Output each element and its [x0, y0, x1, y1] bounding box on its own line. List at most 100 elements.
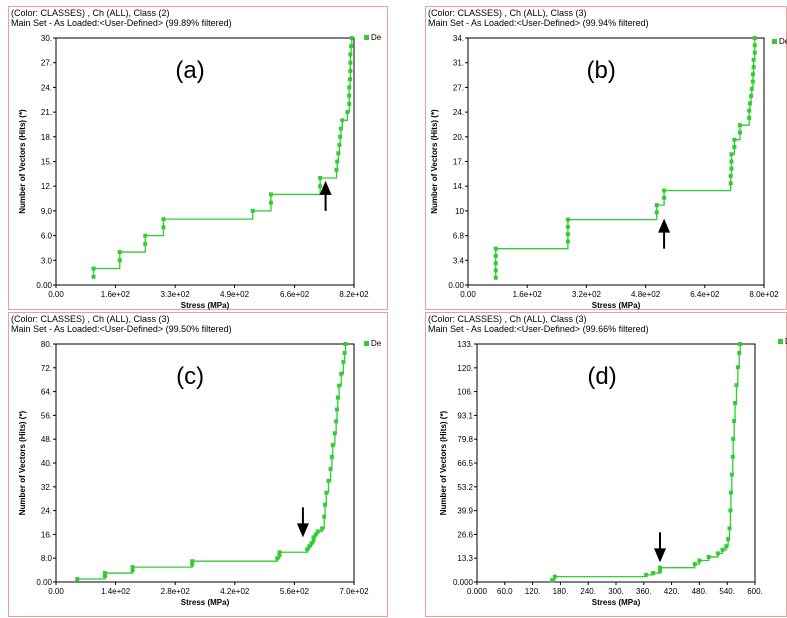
data-point [161, 217, 166, 222]
data-point [752, 43, 757, 48]
data-point [565, 239, 570, 244]
y-tick-label: 93.1 [457, 411, 473, 420]
data-point [307, 544, 312, 549]
data-point [347, 85, 352, 90]
data-point [348, 52, 353, 57]
data-point [493, 268, 498, 273]
data-point [706, 554, 711, 559]
y-tick-label: 133. [457, 340, 473, 349]
y-tick-label: 64. [41, 388, 52, 397]
y-tick-label: 34. [453, 34, 464, 43]
y-tick-label: 24. [41, 507, 52, 516]
chart-panel-b: (Color: CLASSES) , Ch (ALL), Class (3) M… [425, 6, 787, 310]
y-axis-label: Number of Vectors (Hits) (*) [18, 109, 27, 214]
legend-label: De [779, 37, 787, 46]
data-point [726, 537, 731, 542]
series-line [92, 38, 353, 277]
data-point [130, 568, 135, 573]
x-axis-label: Stress (MPa) [181, 301, 230, 310]
panel-label: (c) [176, 363, 204, 390]
data-point [565, 224, 570, 229]
data-point [747, 101, 752, 106]
data-point [335, 395, 340, 400]
y-tick-label: 27. [41, 59, 52, 68]
data-point [190, 559, 195, 564]
y-tick-label: 10 [455, 207, 464, 216]
data-point [493, 261, 498, 266]
data-point [326, 478, 331, 483]
data-point [550, 578, 555, 583]
data-point [343, 342, 348, 346]
x-tick-label: 3.2e+02 [572, 290, 602, 299]
data-point [75, 577, 80, 582]
data-point [732, 418, 737, 423]
x-tick-label: 240. [580, 587, 596, 596]
x-tick-label: 360. [636, 587, 652, 596]
data-point [727, 526, 732, 531]
panel-label: (d) [587, 363, 616, 390]
panel-header-line1: (Color: CLASSES) , Ch (ALL), Class (2) [11, 8, 170, 18]
data-point [345, 110, 350, 115]
data-point [662, 195, 667, 200]
arrow-down-icon [296, 507, 309, 538]
x-tick-label: 300. [608, 587, 624, 596]
data-point [565, 217, 570, 222]
data-point [733, 401, 738, 406]
data-point [337, 143, 342, 148]
data-point [738, 342, 743, 346]
panel-header-line1: (Color: CLASSES) , Ch (ALL), Class (3) [428, 8, 587, 18]
data-point [91, 274, 96, 279]
y-tick-label: 72. [41, 364, 52, 373]
data-point [349, 44, 354, 49]
data-point [747, 115, 752, 120]
chart-panel-a: (Color: CLASSES) , Ch (ALL), Class (2) M… [8, 6, 388, 310]
x-tick-label: 4.9e+02 [220, 290, 250, 299]
arrow-head [654, 548, 667, 563]
data-point [318, 184, 323, 189]
data-point [334, 167, 339, 172]
panel-header-line2: Main Set - As Loaded:<User-Defined> (99.… [428, 324, 649, 334]
x-tick-label: 4.8e+02 [631, 290, 661, 299]
plot-area [467, 37, 765, 286]
x-tick-label: 0.00 [48, 290, 64, 299]
legend-label: De [371, 33, 382, 42]
y-tick-label: 0.00 [448, 281, 464, 290]
plot-area [55, 37, 355, 286]
y-tick-label: 6.8 [453, 232, 465, 241]
data-point [731, 436, 736, 441]
arrow-head [319, 180, 332, 195]
data-point [318, 175, 323, 180]
data-point [750, 72, 755, 77]
x-tick-label: 420. [664, 587, 680, 596]
data-point [654, 210, 659, 215]
data-point [752, 36, 757, 40]
y-tick-label: 24. [41, 83, 52, 92]
data-point [493, 275, 498, 280]
x-tick-label: 3.3e+02 [161, 290, 191, 299]
data-point [734, 383, 739, 388]
data-point [334, 407, 339, 412]
x-tick-label: 600. [747, 587, 763, 596]
data-point [565, 232, 570, 237]
data-point [730, 454, 735, 459]
x-tick-label: 60.0 [497, 587, 513, 596]
data-point [347, 101, 352, 106]
series-line [495, 38, 756, 278]
data-point [715, 551, 720, 556]
x-tick-label: 0.000 [467, 587, 488, 596]
data-point [751, 65, 756, 70]
data-point [268, 200, 273, 205]
y-tick-label: 20. [453, 133, 464, 142]
data-point [750, 79, 755, 84]
data-point [322, 514, 327, 519]
data-point [250, 208, 255, 213]
data-point [102, 571, 107, 576]
data-point [720, 547, 725, 552]
x-tick-label: 480. [692, 587, 708, 596]
data-point [190, 562, 195, 567]
data-point [341, 359, 346, 364]
data-point [277, 553, 282, 558]
data-point [729, 166, 734, 171]
chart-svg: 0.00 8.0 16. 24. 32. 40. 48. 56. 64. 72. 80. 0.00 1.… [18, 339, 382, 607]
data-point [268, 192, 273, 197]
